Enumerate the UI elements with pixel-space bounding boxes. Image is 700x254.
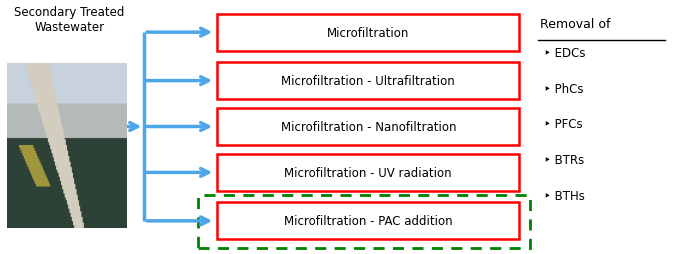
Text: Microfiltration - Ultrafiltration: Microfiltration - Ultrafiltration <box>281 75 455 88</box>
Text: ‣ BTRs: ‣ BTRs <box>544 154 584 166</box>
Text: Microfiltration - Nanofiltration: Microfiltration - Nanofiltration <box>281 121 456 133</box>
Bar <box>217 154 519 191</box>
Bar <box>217 109 519 145</box>
Bar <box>217 203 519 239</box>
Text: Removal of: Removal of <box>540 18 610 31</box>
Text: ‣ PFCs: ‣ PFCs <box>544 118 582 131</box>
Bar <box>198 196 530 248</box>
Text: Microfiltration - UV radiation: Microfiltration - UV radiation <box>284 166 452 179</box>
Text: Secondary Treated
Wastewater: Secondary Treated Wastewater <box>14 6 125 34</box>
Text: ‣ PhCs: ‣ PhCs <box>544 83 583 95</box>
Text: Microfiltration - PAC addition: Microfiltration - PAC addition <box>284 215 453 227</box>
Text: Microfiltration: Microfiltration <box>327 27 410 39</box>
Text: ‣ EDCs: ‣ EDCs <box>544 47 585 60</box>
Bar <box>217 14 519 51</box>
Bar <box>217 63 519 100</box>
Text: ‣ BTHs: ‣ BTHs <box>544 189 584 202</box>
